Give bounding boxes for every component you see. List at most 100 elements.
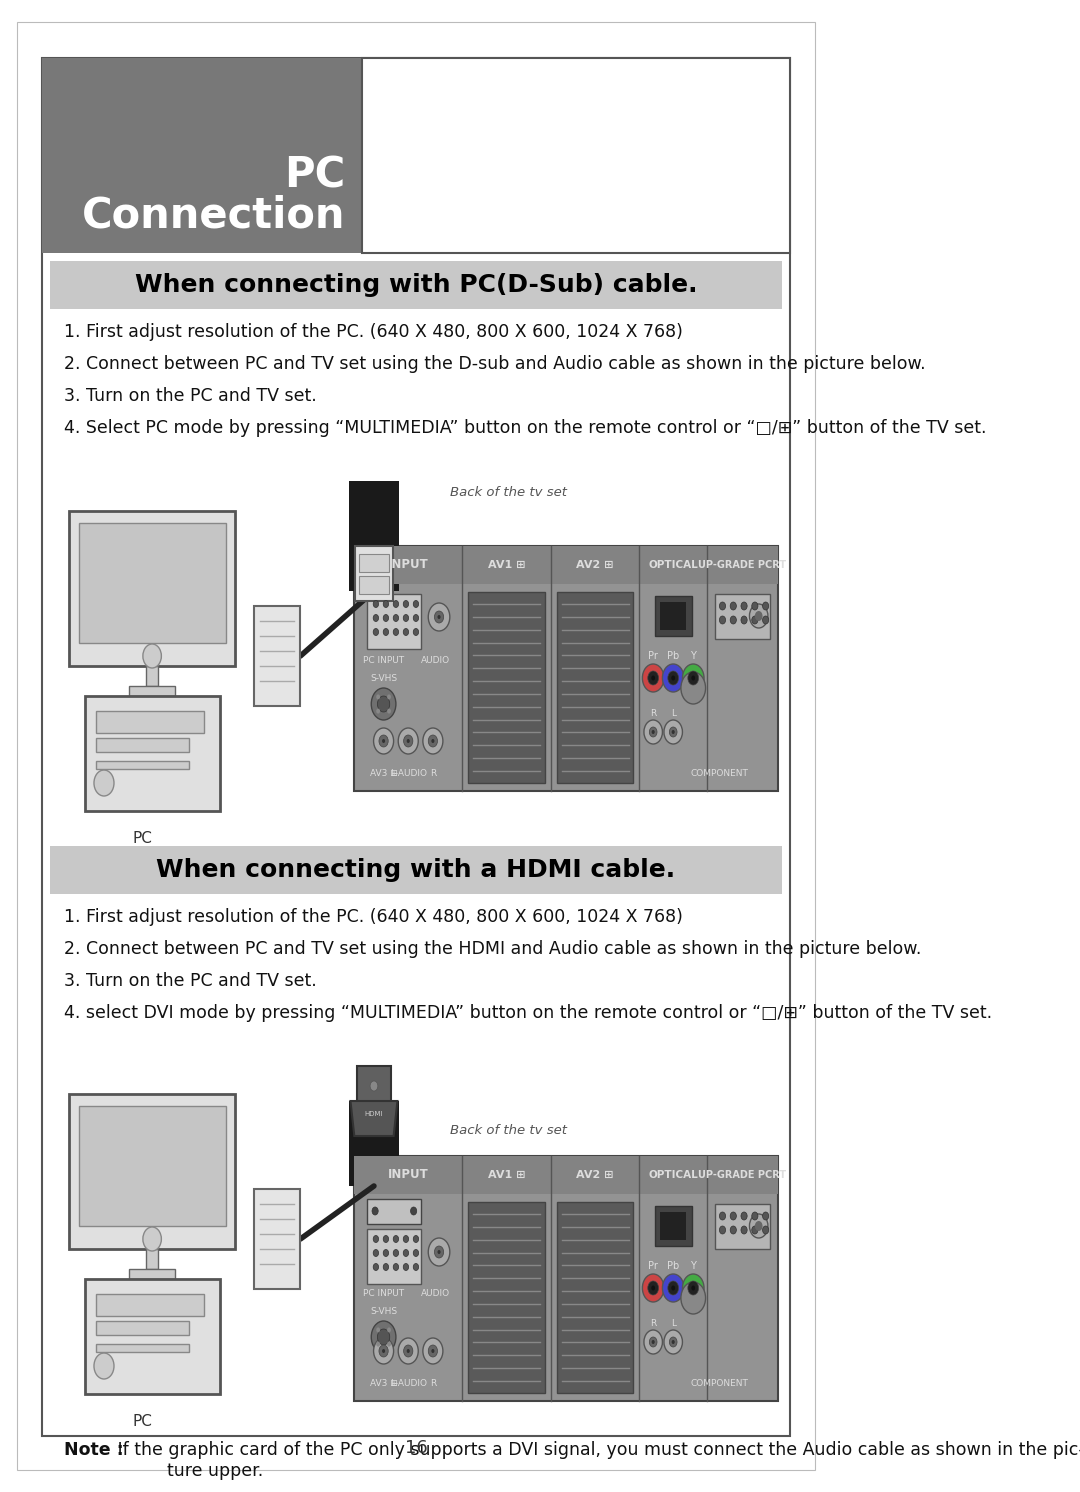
Circle shape [383,1235,389,1243]
Bar [367,1200,421,1223]
Bar [715,594,770,639]
Bar [469,1203,544,1394]
Circle shape [750,1214,768,1238]
Text: R: R [430,768,436,777]
Circle shape [374,1249,379,1256]
Circle shape [672,730,675,734]
Text: AV1 ⊞: AV1 ⊞ [488,1170,525,1180]
Circle shape [403,1264,408,1271]
Circle shape [755,612,762,621]
Circle shape [414,615,419,622]
Text: When connecting with a HDMI cable.: When connecting with a HDMI cable. [157,858,675,882]
Circle shape [399,728,418,753]
Text: 2. Connect between PC and TV set using the HDMI and Audio cable as shown in the : 2. Connect between PC and TV set using t… [64,940,921,958]
Circle shape [410,1207,417,1214]
Circle shape [407,739,409,743]
Text: AUDIO: AUDIO [420,1289,449,1298]
Circle shape [434,1246,444,1258]
Text: 4. Select PC mode by pressing “MULTIMEDIA” button on the remote control or “□/⊞”: 4. Select PC mode by pressing “MULTIMEDI… [64,419,986,437]
Circle shape [383,628,389,636]
Circle shape [429,736,437,747]
Text: 2. Connect between PC and TV set using the D-sub and Audio cable as shown in the: 2. Connect between PC and TV set using t… [64,355,926,373]
Bar [359,554,389,571]
Circle shape [387,1328,391,1332]
Circle shape [644,721,662,745]
Circle shape [691,676,696,680]
Circle shape [403,1249,408,1256]
Bar [354,1156,778,1401]
Text: OPTICAL: OPTICAL [648,560,698,570]
Circle shape [143,1226,161,1250]
Bar [660,601,686,630]
Bar [356,1065,391,1135]
Text: 1. First adjust resolution of the PC. (640 X 480, 800 X 600, 1024 X 768): 1. First adjust resolution of the PC. (6… [64,909,683,927]
Circle shape [643,664,664,692]
Text: OPTICAL: OPTICAL [648,1170,698,1180]
Circle shape [719,1212,726,1220]
Circle shape [383,1249,389,1256]
Text: S-VHS: S-VHS [370,674,397,683]
Circle shape [730,1226,737,1234]
Text: PC INPUT: PC INPUT [363,1289,404,1298]
Bar [96,712,204,733]
Bar [359,576,389,594]
Bar [355,546,393,601]
Circle shape [383,615,389,622]
Circle shape [379,1344,388,1358]
Text: 4. select DVI mode by pressing “MULTIMEDIA” button on the remote control or “□/⊞: 4. select DVI mode by pressing “MULTIMED… [64,1004,993,1022]
Bar [660,1212,686,1240]
Text: Pr: Pr [648,1261,658,1271]
Text: AUDIO: AUDIO [420,656,449,665]
Polygon shape [351,1101,397,1135]
Bar [96,739,189,752]
Circle shape [393,1235,399,1243]
Text: L: L [671,710,676,719]
Text: If the graphic card of the PC only supports a DVI signal, you must connect the A: If the graphic card of the PC only suppo… [111,1441,1080,1480]
Bar [362,58,789,254]
Text: COMPONENT: COMPONENT [690,768,748,777]
Text: R: R [650,710,657,719]
Bar [96,1294,204,1316]
Circle shape [372,1207,378,1214]
Circle shape [741,1212,747,1220]
Bar [96,1320,189,1335]
Circle shape [662,1274,684,1303]
Circle shape [752,601,758,610]
Circle shape [762,601,769,610]
Bar [96,1344,189,1352]
Text: PC: PC [133,831,152,846]
Bar [349,1101,399,1186]
Circle shape [403,615,408,622]
Text: AV3 ⊞: AV3 ⊞ [369,768,397,777]
Text: Back of the tv set: Back of the tv set [450,1123,567,1137]
Text: 3. Turn on the PC and TV set.: 3. Turn on the PC and TV set. [64,971,316,991]
Circle shape [741,1226,747,1234]
Bar [349,480,399,591]
Circle shape [393,600,399,607]
Circle shape [730,601,737,610]
Text: L-AUDIO: L-AUDIO [390,1379,427,1388]
Circle shape [414,628,419,636]
Bar [84,695,219,812]
Circle shape [672,676,675,680]
Circle shape [752,616,758,624]
Circle shape [376,694,380,700]
Circle shape [374,728,393,753]
Text: AV3 ⊞: AV3 ⊞ [369,1379,397,1388]
Circle shape [719,601,726,610]
Circle shape [762,1212,769,1220]
Bar [50,261,782,309]
Bar [557,1203,633,1394]
Circle shape [648,671,659,685]
Text: Y: Y [690,651,697,661]
Circle shape [404,736,413,747]
Circle shape [414,1264,419,1271]
Circle shape [376,709,380,713]
Circle shape [387,694,391,700]
Text: AV2 ⊞: AV2 ⊞ [577,560,613,570]
Bar [42,58,789,1435]
Circle shape [403,1235,408,1243]
Circle shape [680,1282,705,1314]
Circle shape [403,628,408,636]
Circle shape [370,1082,378,1091]
